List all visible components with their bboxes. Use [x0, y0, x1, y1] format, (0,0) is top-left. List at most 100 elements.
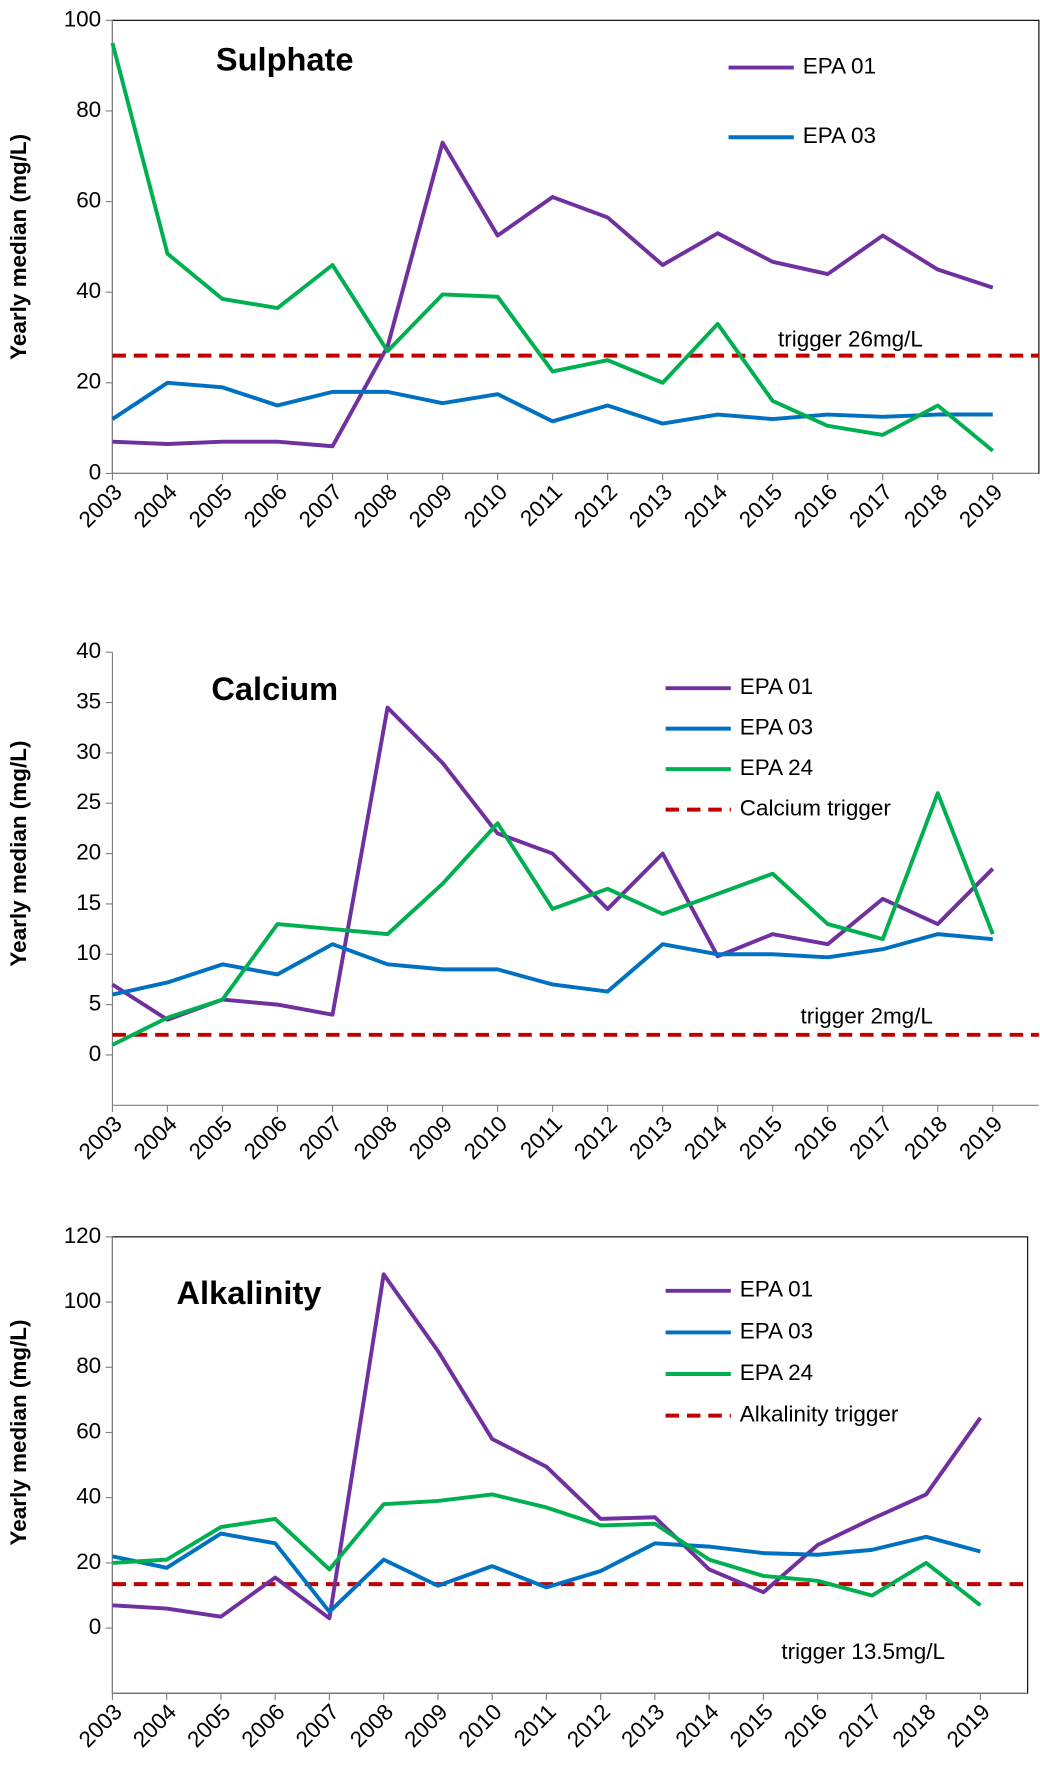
legend-label: EPA 03	[740, 715, 813, 740]
x-tick-label: 2018	[888, 1699, 941, 1752]
series-line	[110, 42, 995, 453]
y-tick-label: 60	[76, 1418, 101, 1443]
y-tick-label: 60	[76, 188, 101, 213]
y-tick-label: 15	[76, 890, 101, 915]
x-tick-label: 2003	[74, 1699, 127, 1752]
x-tick-label: 2008	[345, 1699, 398, 1752]
y-tick-label: 20	[76, 1549, 101, 1574]
x-tick-label: 2008	[349, 479, 402, 532]
y-tick-label: 25	[76, 789, 101, 814]
x-tick-label: 2015	[734, 1111, 787, 1164]
legend-label: Alkalinity trigger	[740, 1402, 899, 1427]
legend-label: EPA 01	[740, 674, 813, 699]
y-tick-label: 0	[89, 1614, 102, 1639]
y-tick-label: 20	[76, 840, 101, 865]
x-tick-label: 2013	[624, 1111, 677, 1164]
x-tick-label: 2003	[74, 1111, 127, 1164]
x-tick-label: 2019	[942, 1699, 995, 1752]
x-tick-label: 2017	[844, 479, 897, 532]
x-tick-label: 2019	[954, 1111, 1007, 1164]
trigger-annotation: trigger 2mg/L	[801, 1004, 933, 1029]
y-tick-label: 40	[76, 278, 101, 303]
series-line	[111, 791, 995, 1047]
series-line	[112, 1492, 982, 1607]
x-tick-label: 2007	[294, 479, 347, 532]
y-tick-label: 120	[64, 1223, 101, 1248]
legend-label: Calcium trigger	[740, 796, 892, 821]
x-tick-label: 2019	[954, 479, 1007, 532]
y-axis-label: Yearly median (mg/L)	[6, 741, 31, 967]
y-tick-label: 100	[64, 1288, 101, 1313]
x-tick-label: 2016	[779, 1699, 832, 1752]
x-tick-label: 2006	[237, 1699, 290, 1752]
y-axis-label: Yearly median (mg/L)	[6, 134, 31, 360]
series-line	[111, 705, 995, 1022]
x-tick-label: 2010	[459, 479, 512, 532]
chart-title: Sulphate	[216, 41, 354, 78]
x-tick-label: 2004	[129, 479, 182, 532]
x-tick-label: 2005	[184, 1111, 237, 1164]
legend-label: EPA 24	[740, 755, 813, 780]
legend-label: EPA 03	[803, 123, 876, 148]
legend-label: EPA 24	[740, 1360, 813, 1385]
x-tick-label: 2011	[515, 479, 567, 531]
x-tick-label: 2003	[74, 479, 127, 532]
x-tick-label: 2018	[899, 479, 952, 532]
x-tick-label: 2012	[569, 479, 622, 532]
x-tick-label: 2009	[399, 1699, 452, 1752]
y-tick-label: 10	[76, 940, 101, 965]
x-tick-label: 2007	[294, 1111, 347, 1164]
y-axis-label: Yearly median (mg/L)	[6, 1319, 31, 1545]
x-tick-label: 2005	[184, 479, 237, 532]
chart-title: Calcium	[211, 670, 338, 707]
y-tick-label: 0	[89, 459, 102, 484]
trigger-annotation: trigger 13.5mg/L	[781, 1639, 945, 1664]
x-tick-label: 2008	[349, 1111, 402, 1164]
x-tick-label: 2006	[239, 479, 292, 532]
x-tick-label: 2009	[404, 479, 457, 532]
y-tick-label: 80	[76, 97, 101, 122]
x-tick-label: 2004	[128, 1699, 181, 1752]
legend-label: EPA 01	[803, 53, 876, 78]
legend-label: EPA 01	[740, 1277, 813, 1302]
series-line	[112, 1272, 983, 1621]
y-tick-label: 0	[89, 1041, 102, 1066]
x-tick-label: 2005	[182, 1699, 235, 1752]
x-tick-label: 2009	[404, 1111, 457, 1164]
chart-title: Alkalinity	[177, 1274, 322, 1311]
x-tick-label: 2006	[239, 1111, 292, 1164]
y-tick-label: 5	[89, 991, 102, 1016]
y-tick-label: 40	[76, 638, 101, 663]
x-tick-label: 2014	[679, 479, 732, 532]
x-tick-label: 2010	[459, 1111, 512, 1164]
legend-label: EPA 03	[740, 1318, 813, 1343]
x-tick-label: 2011	[515, 1111, 567, 1163]
x-tick-label: 2015	[734, 479, 787, 532]
x-tick-label: 2012	[562, 1699, 615, 1752]
x-tick-label: 2015	[725, 1699, 778, 1752]
x-tick-label: 2012	[569, 1111, 622, 1164]
y-tick-label: 80	[76, 1353, 101, 1378]
y-tick-label: 30	[76, 739, 101, 764]
y-tick-label: 20	[76, 369, 101, 394]
x-tick-label: 2017	[833, 1699, 886, 1752]
x-tick-label: 2016	[789, 479, 842, 532]
series-line	[112, 1531, 981, 1614]
x-tick-label: 2018	[899, 1111, 952, 1164]
x-tick-label: 2016	[789, 1111, 842, 1164]
trigger-annotation: trigger 26mg/L	[778, 327, 923, 352]
y-tick-label: 40	[76, 1484, 101, 1509]
y-tick-label: 35	[76, 688, 101, 713]
x-tick-label: 2010	[454, 1699, 507, 1752]
x-tick-label: 2014	[671, 1699, 724, 1752]
series-line	[111, 380, 993, 426]
x-tick-label: 2017	[844, 1111, 897, 1164]
series-line	[112, 932, 993, 997]
y-tick-label: 100	[64, 6, 101, 31]
x-tick-label: 2004	[129, 1111, 182, 1164]
x-tick-label: 2007	[291, 1699, 344, 1752]
x-tick-label: 2013	[624, 479, 677, 532]
x-tick-label: 2013	[616, 1699, 669, 1752]
x-tick-label: 2014	[679, 1111, 732, 1164]
